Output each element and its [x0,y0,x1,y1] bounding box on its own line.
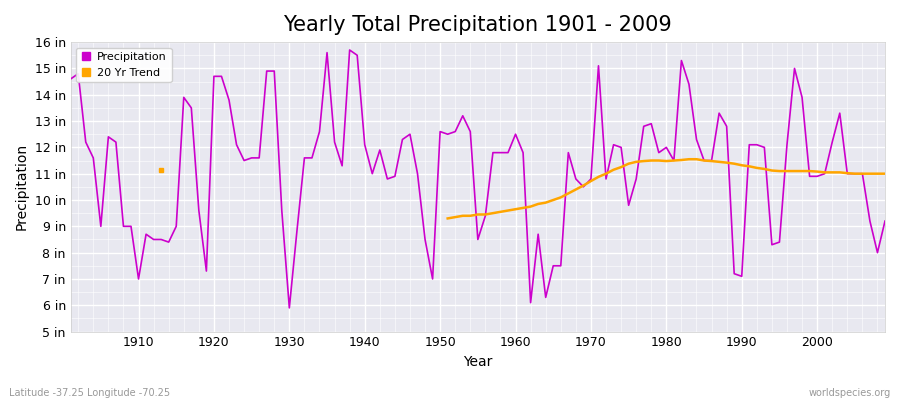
Text: worldspecies.org: worldspecies.org [809,388,891,398]
X-axis label: Year: Year [464,355,492,369]
Y-axis label: Precipitation: Precipitation [15,143,29,230]
Legend: Precipitation, 20 Yr Trend: Precipitation, 20 Yr Trend [76,48,172,82]
Title: Yearly Total Precipitation 1901 - 2009: Yearly Total Precipitation 1901 - 2009 [284,15,672,35]
Text: Latitude -37.25 Longitude -70.25: Latitude -37.25 Longitude -70.25 [9,388,170,398]
